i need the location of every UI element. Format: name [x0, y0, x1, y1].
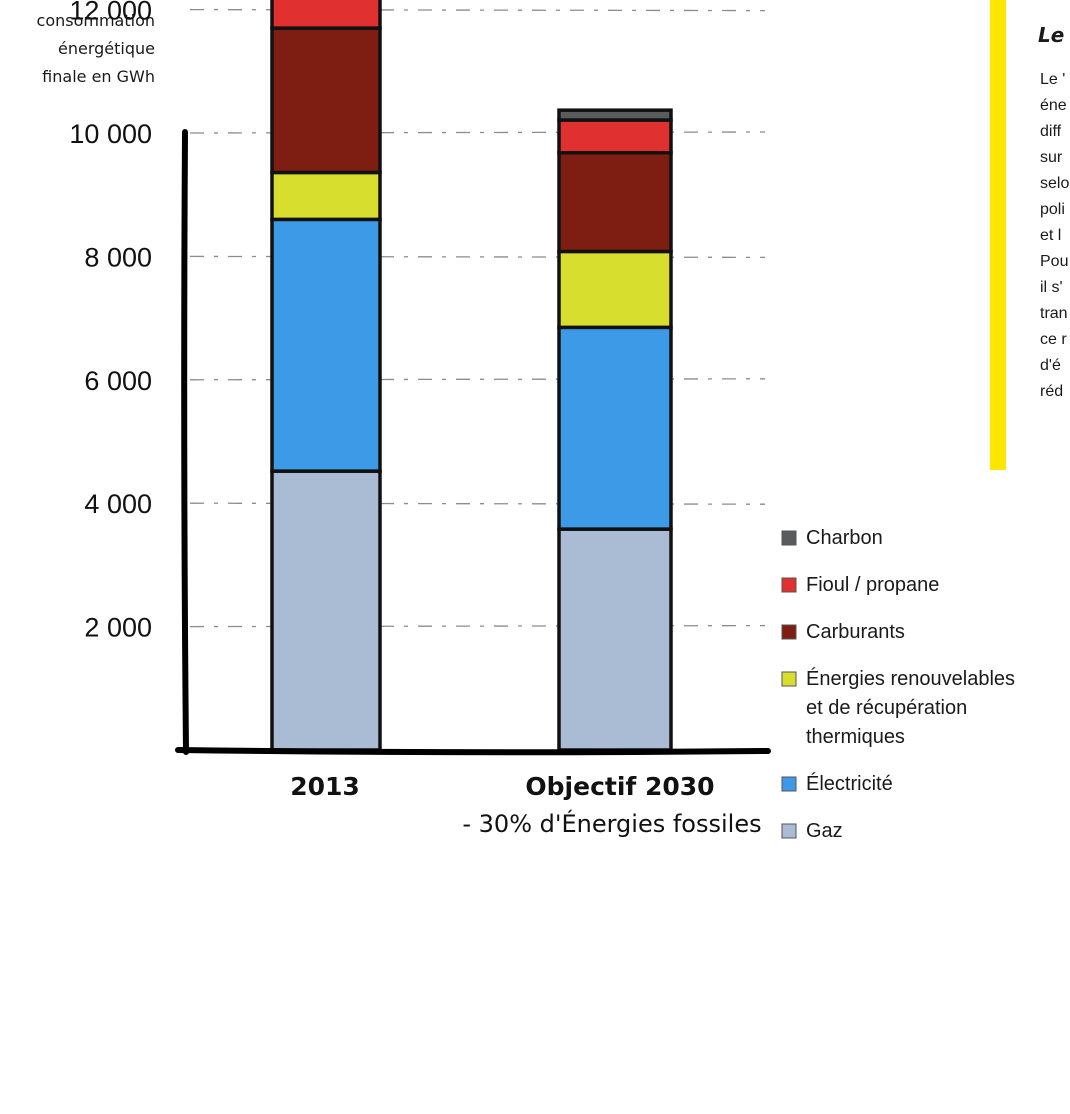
y-tick-label: 12 000	[69, 0, 152, 26]
x-category-label-2030: Objectif 2030	[525, 772, 714, 801]
side-panel-title: Le	[1038, 23, 1064, 47]
legend-swatch	[781, 776, 797, 792]
legend-swatch	[781, 577, 797, 593]
side-panel-line: poli	[1040, 201, 1065, 218]
side-panel: Le Le ' éne diff sur selo poli et l Pou il s' tra…	[990, 0, 1069, 470]
side-panel-line: et l	[1040, 227, 1061, 244]
legend-label: Fioul / propane	[806, 574, 939, 596]
bar-segment	[557, 150, 673, 254]
y-tick-label: 6 000	[84, 366, 152, 396]
legend-swatch	[781, 671, 797, 687]
y-tick-label: 2 000	[84, 613, 152, 643]
legend-swatch	[781, 530, 797, 546]
bar-segment	[270, 469, 382, 752]
x-axis-line	[175, 747, 771, 756]
legend-label: Gaz	[806, 820, 843, 842]
side-panel-line: réd	[1040, 383, 1063, 400]
legend-label: et de récupération	[806, 697, 967, 719]
legend-swatch	[781, 624, 797, 640]
bars	[270, 0, 673, 752]
bar-segment	[270, 0, 382, 30]
bar-segment	[557, 249, 673, 330]
side-panel-line: tran	[1040, 305, 1068, 322]
bar-segment	[270, 217, 382, 473]
side-panel-line: il s'	[1040, 279, 1063, 296]
legend: Charbon Fioul / propane Carburants Énergies…	[781, 527, 1015, 842]
side-panel-line: sur	[1040, 149, 1063, 166]
side-panel-line: ce r	[1040, 331, 1067, 348]
side-panel-line: d'é	[1040, 357, 1061, 374]
bar-segment	[557, 325, 673, 531]
side-panel-line: selo	[1040, 175, 1069, 192]
legend-swatch	[781, 823, 797, 839]
side-panel-line: éne	[1040, 97, 1067, 114]
y-tick-label: 4 000	[84, 489, 152, 519]
bar-segment	[557, 118, 673, 155]
legend-label: thermiques	[806, 726, 905, 748]
legend-label: Électricité	[806, 772, 893, 795]
side-panel-line: Le '	[1040, 71, 1065, 88]
y-axis-title-line-1: consommation	[37, 11, 155, 30]
side-panel-accent-bar	[990, 0, 1006, 470]
y-tick-label: 10 000	[69, 119, 152, 149]
x-category-note: - 30% d'Énergies fossiles	[462, 809, 761, 838]
side-panel-line: diff	[1040, 123, 1062, 140]
side-panel-line: Pou	[1040, 253, 1068, 270]
y-axis-title-line-2: énergétique	[58, 39, 155, 58]
bar-segment	[270, 26, 382, 175]
legend-label: Charbon	[806, 527, 883, 549]
bar-segment	[557, 527, 673, 752]
y-axis-title-line-3: finale en GWh	[42, 67, 155, 86]
y-axis-title: consommation énergétique finale en GWh	[37, 11, 155, 86]
bar-segment	[270, 170, 382, 222]
bar-segment	[557, 108, 673, 122]
legend-label: Carburants	[806, 621, 905, 643]
x-category-label-2013: 2013	[290, 772, 360, 801]
y-tick-label: 8 000	[84, 242, 152, 272]
legend-label: Énergies renouvelables	[806, 667, 1015, 690]
y-axis-line	[181, 129, 189, 755]
side-panel-text: Le ' éne diff sur selo poli et l Pou il s' tran ce…	[1040, 71, 1069, 400]
